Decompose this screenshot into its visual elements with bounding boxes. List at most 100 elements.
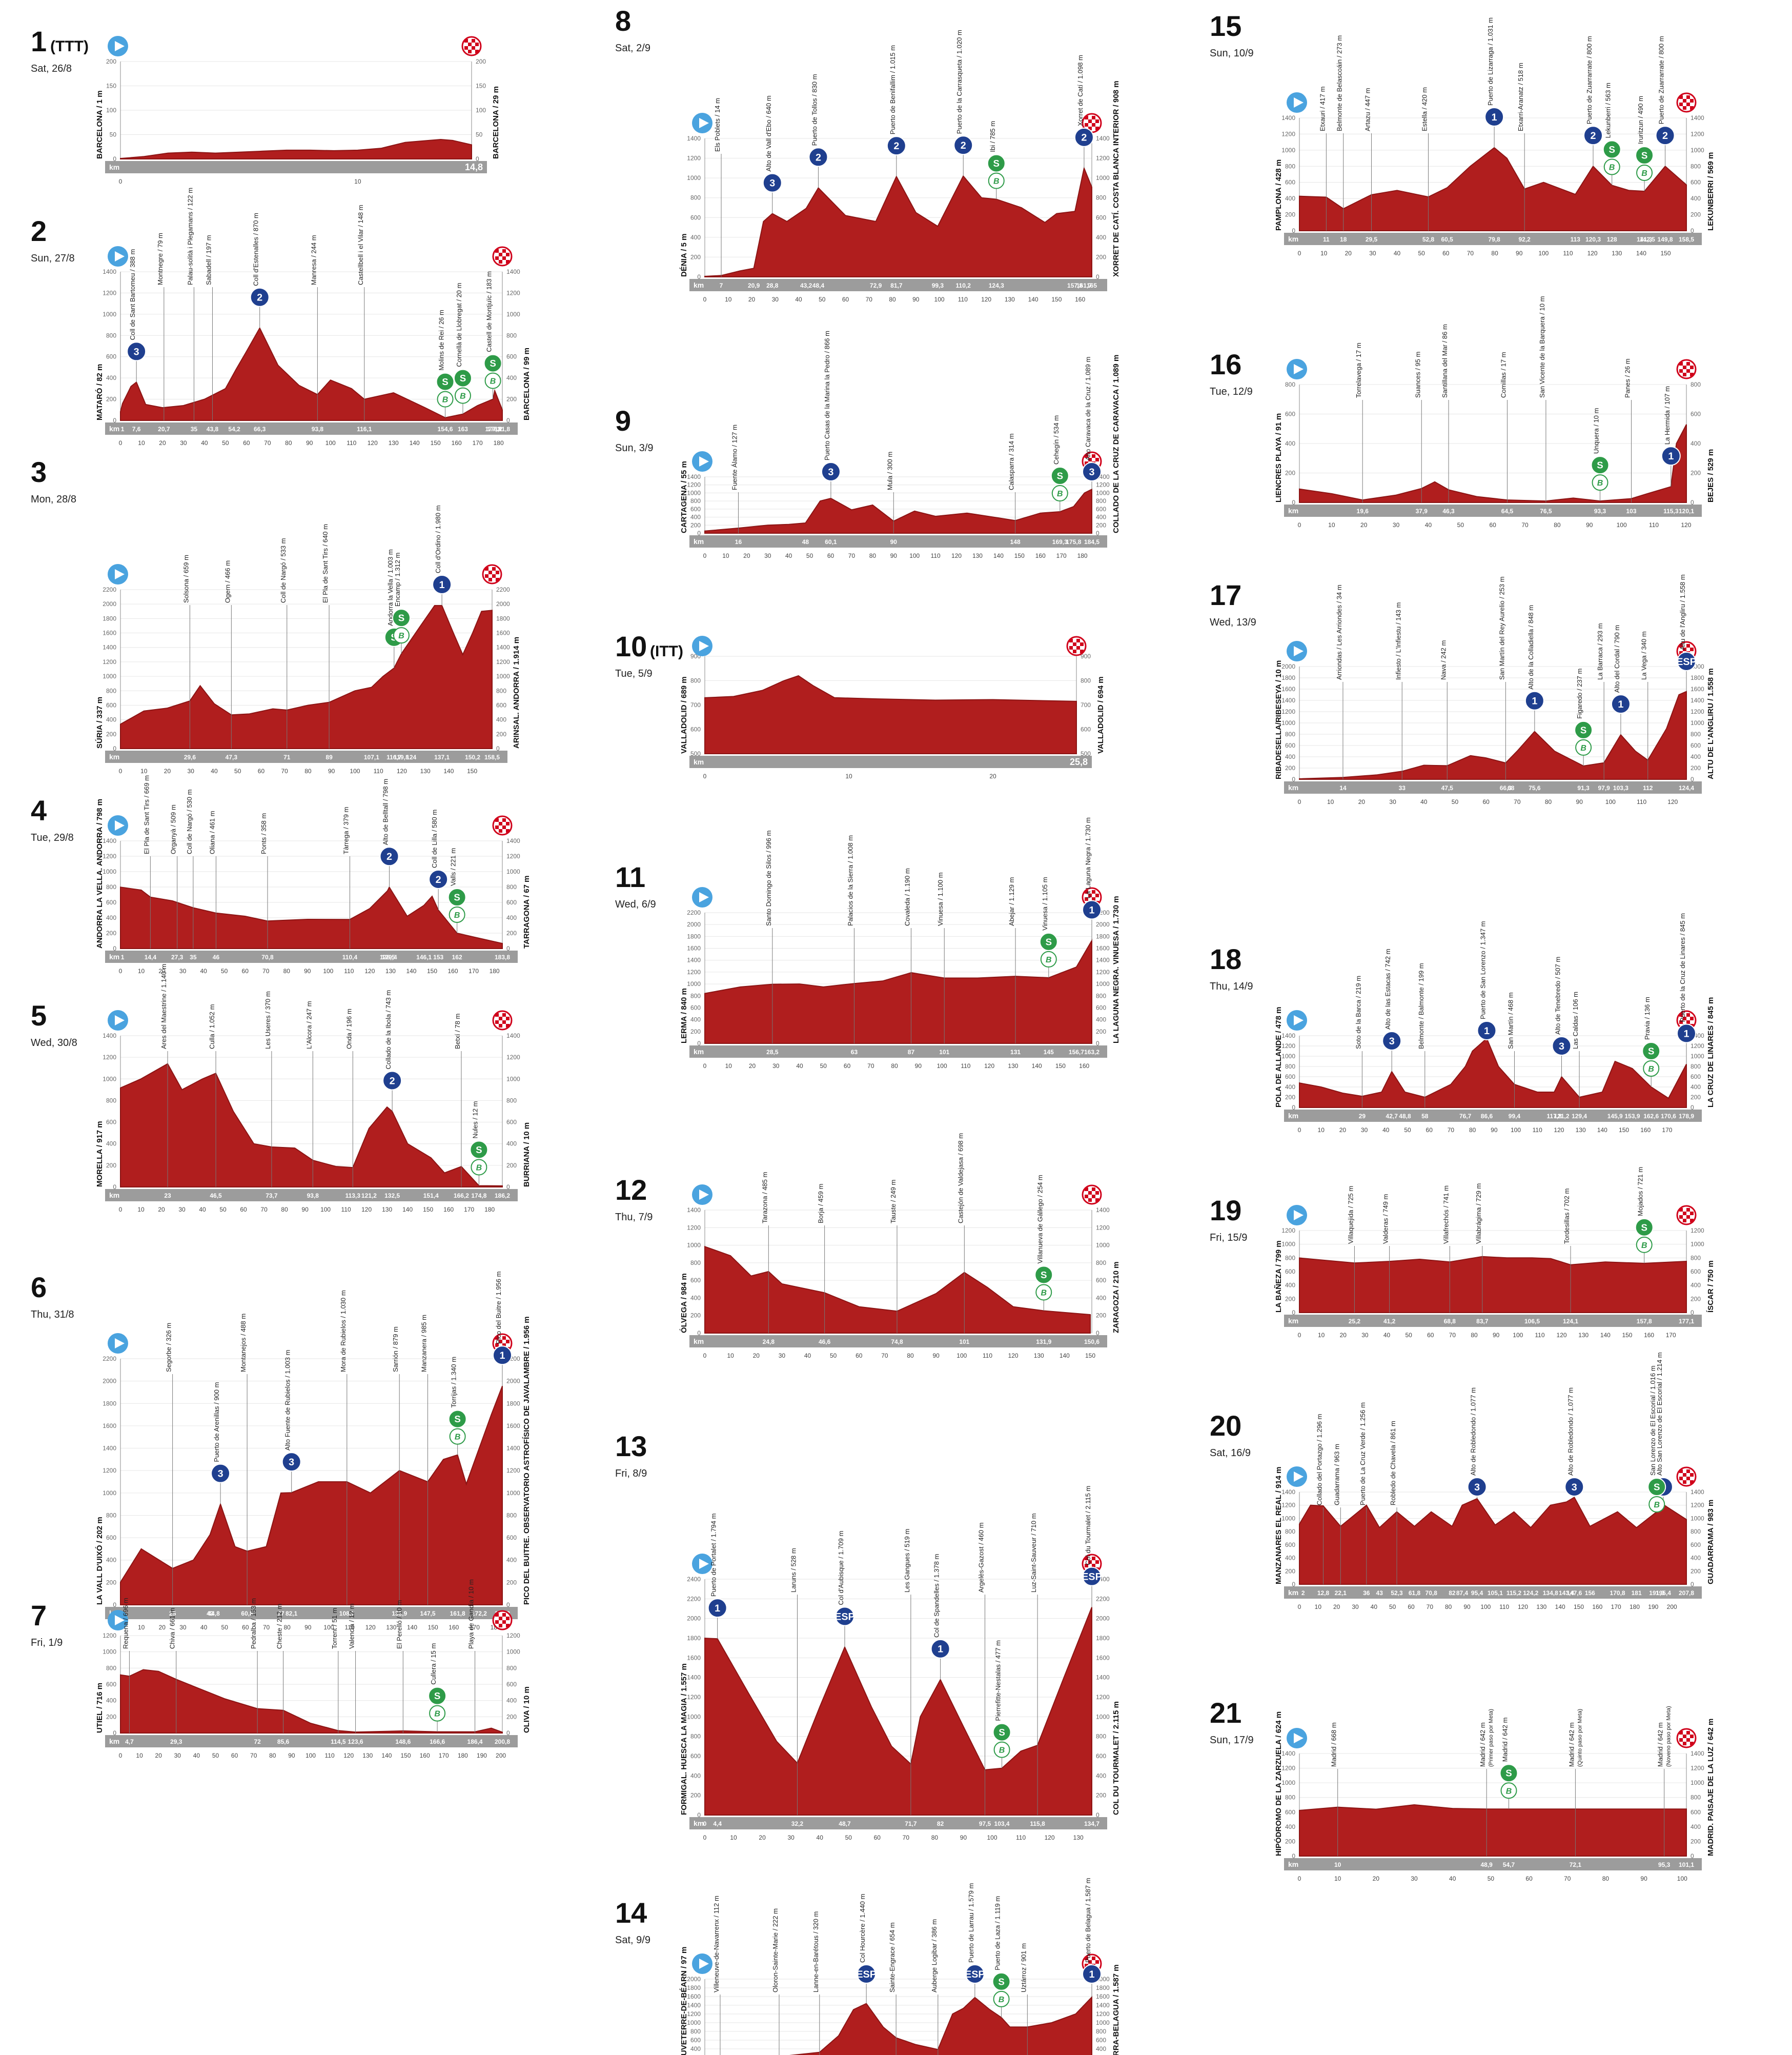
x-tick-label: 120 <box>343 1752 354 1759</box>
x-tick-label: 140 <box>1032 1062 1042 1070</box>
x-tick-label: 40 <box>1371 1603 1378 1610</box>
stage-date: Sun, 17/9 <box>1210 1735 1254 1746</box>
finish-flag-check <box>1069 639 1073 642</box>
y-tick-label-right: 1400 <box>1096 957 1110 964</box>
place-label: Ponts / 358 m <box>260 813 268 854</box>
y-tick-label: 1000 <box>1281 1053 1295 1060</box>
place-label: Montnegre / 79 m <box>156 233 164 285</box>
x-tick-label: 160 <box>443 1206 454 1213</box>
sprint-icon-glyph: S <box>998 1976 1004 1987</box>
x-tick-label: 110 <box>1649 521 1659 529</box>
climb-category-icon <box>1564 1477 1584 1497</box>
km-mark: 43 <box>1376 1589 1383 1597</box>
finish-flag-check <box>1679 1477 1683 1480</box>
y-tick-label: 1600 <box>1281 686 1295 693</box>
km-mark: 177,3 <box>485 426 501 433</box>
km-mark: 95,4 <box>1471 1589 1483 1597</box>
finish-flag-check <box>495 1620 499 1624</box>
x-tick-label: 30 <box>1361 1332 1369 1339</box>
climb-category-icon-glyph: 3 <box>1089 467 1094 478</box>
finish-location: LARRA-BELAGUA / 1.587 m <box>1112 1964 1121 2055</box>
bonus-icon-glyph: B <box>490 377 496 386</box>
y-tick-label-right: 800 <box>506 1097 517 1104</box>
y-tick-label-right: 0 <box>1096 273 1099 280</box>
stage-date: Sat, 26/8 <box>31 63 72 74</box>
x-tick-label: 20 <box>743 552 750 559</box>
x-tick-label: 50 <box>1457 521 1464 529</box>
sprint-label: Mojados / 721 m <box>1637 1167 1644 1216</box>
y-tick-label-right: 1200 <box>496 658 510 666</box>
sprint-label: Torrijas / 1.340 m <box>450 1357 458 1408</box>
x-tick-label: 120 <box>951 552 962 559</box>
km-mark: 128 <box>1607 236 1617 243</box>
x-tick-label: 0 <box>1298 1603 1301 1610</box>
stage-type-tag: (ITT) <box>650 643 683 660</box>
stage-number: 6 <box>31 1271 47 1303</box>
y-tick-label-right: 1200 <box>506 289 520 296</box>
km-mark: 0 <box>703 1820 707 1827</box>
y-tick-label: 400 <box>106 1697 116 1704</box>
climb-category-icon-glyph: 1 <box>1683 1028 1689 1039</box>
place-label: San Martín / 468 m <box>1506 992 1514 1049</box>
y-tick-label-right: 0 <box>1096 1811 1099 1819</box>
x-tick-label: 130 <box>972 552 983 559</box>
km-mark: 54,2 <box>228 426 240 433</box>
y-tick-label-right: 1400 <box>1096 135 1110 142</box>
y-tick-label-right: 1800 <box>1096 933 1110 940</box>
x-tick-label: 30 <box>764 552 771 559</box>
km-bar <box>689 279 1107 291</box>
x-tick-label: 50 <box>222 439 229 447</box>
climb-category-icon-glyph: 3 <box>289 1457 294 1468</box>
place-label: Betxí / 78 m <box>454 1014 461 1049</box>
km-mark: 35 <box>191 426 198 433</box>
km-mark: 110,2 <box>956 282 971 289</box>
sprint-label: Unquera / 10 m <box>1593 408 1600 454</box>
finish-flag-check <box>506 1340 510 1343</box>
x-tick-label: 110 <box>1535 1332 1544 1339</box>
km-bar <box>689 1335 1107 1347</box>
km-mark: 93,8 <box>307 1192 319 1199</box>
x-tick-label: 120 <box>397 768 407 775</box>
x-tick-label: 150 <box>1660 250 1671 257</box>
x-tick-label: 100 <box>937 1062 947 1070</box>
sprint-icon-glyph: S <box>398 613 404 623</box>
x-tick-label: 50 <box>845 1834 852 1841</box>
km-mark: 27,3 <box>171 954 184 961</box>
y-tick-label-right: 600 <box>1691 1808 1701 1816</box>
y-tick-label: 200 <box>106 1713 116 1720</box>
sprint-icon-glyph: S <box>460 373 466 384</box>
y-tick-label-right: 200 <box>1096 1312 1106 1319</box>
km-mark: 33 <box>1399 784 1406 792</box>
km-mark: 108,7 <box>339 1610 355 1617</box>
finish-flag-check <box>1686 1013 1690 1017</box>
y-tick-label: 1400 <box>103 644 116 651</box>
x-tick-label: 10 <box>845 773 852 780</box>
x-tick-label: 60 <box>844 1062 851 1070</box>
finish-flag-check <box>1690 1473 1694 1477</box>
x-tick-label: 130 <box>385 968 396 975</box>
climb-category-icon-glyph: 1 <box>1532 696 1537 707</box>
x-tick-label: 90 <box>328 768 335 775</box>
start-location: MORELLA / 917 m <box>95 1121 104 1187</box>
x-tick-label: 170 <box>1056 552 1067 559</box>
sprint-icon-glyph: S <box>1046 936 1052 947</box>
km-mark: 43,2 <box>800 282 812 289</box>
y-tick-label-right: 600 <box>506 1119 517 1126</box>
y-tick-label: 1200 <box>1281 708 1295 715</box>
y-tick-label-right: 1200 <box>1096 1694 1110 1701</box>
finish-flag-check <box>1092 890 1095 894</box>
km-mark: 124,1 <box>1563 1318 1578 1325</box>
y-tick-label-right: 2000 <box>506 1378 520 1385</box>
bonus-icon <box>1603 158 1620 175</box>
y-tick-label: 800 <box>690 1733 701 1740</box>
start-location: HIPÓDROMO DE LA ZARZUELA / 624 m <box>1274 1711 1283 1856</box>
y-tick-label: 800 <box>1285 1528 1295 1535</box>
y-tick-label-right: 200 <box>476 58 486 65</box>
bonus-icon <box>1040 951 1057 968</box>
km-bar-label: km <box>109 753 119 761</box>
sprint-icon-glyph: S <box>454 1414 460 1424</box>
y-tick-label: 600 <box>106 353 116 360</box>
